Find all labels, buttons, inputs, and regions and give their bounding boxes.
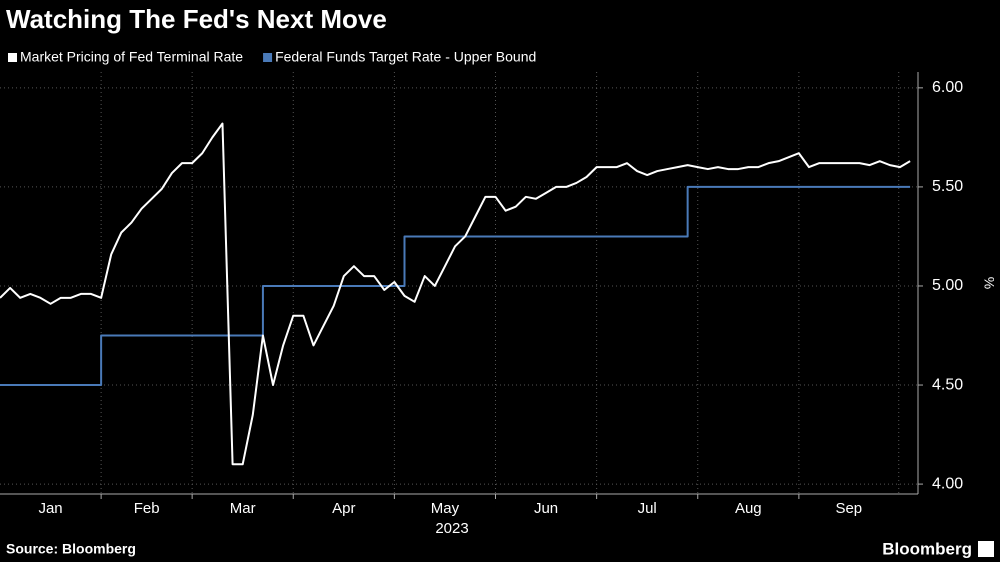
x-tick-label: Jul <box>638 500 657 517</box>
y-tick-label: 4.50 <box>932 376 963 393</box>
source: Source: Bloomberg <box>6 541 136 557</box>
legend-label: Market Pricing of Fed Terminal Rate <box>20 49 243 65</box>
y-tick-label: 6.00 <box>932 79 963 96</box>
y-tick-label: 5.00 <box>932 277 963 294</box>
x-tick-label: Jan <box>38 500 62 517</box>
x-tick-label: Jun <box>534 500 558 517</box>
x-tick-label: Feb <box>134 500 160 517</box>
x-tick-label: Mar <box>230 500 256 517</box>
legend-swatch <box>8 53 17 62</box>
brand-icon <box>978 541 994 557</box>
x-tick-label: Apr <box>332 500 355 517</box>
chart-title: Watching The Fed's Next Move <box>6 4 387 34</box>
brand: Bloomberg <box>882 539 972 558</box>
x-tick-label: May <box>431 500 460 517</box>
legend-label: Federal Funds Target Rate - Upper Bound <box>275 49 536 65</box>
x-tick-label: Sep <box>835 500 862 517</box>
legend-swatch <box>263 53 273 62</box>
y-axis-label: % <box>981 277 997 289</box>
y-tick-label: 4.00 <box>932 475 963 492</box>
line-series <box>0 122 911 466</box>
x-tick-label: Aug <box>735 500 762 517</box>
y-tick-label: 5.50 <box>932 178 963 195</box>
line-series <box>0 185 911 387</box>
year-label: 2023 <box>435 520 468 537</box>
